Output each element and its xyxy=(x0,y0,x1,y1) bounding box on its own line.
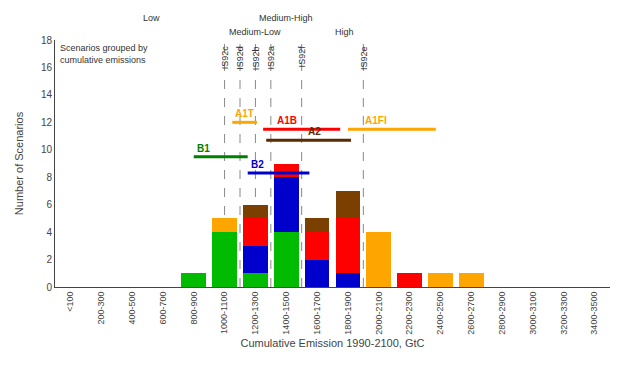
svg-text:IS92a: IS92a xyxy=(266,46,276,70)
svg-text:12: 12 xyxy=(41,117,53,128)
svg-text:A1FI: A1FI xyxy=(365,115,387,126)
svg-text:Cumulative Emission 1990-2100,: Cumulative Emission 1990-2100, GtC xyxy=(240,337,424,349)
svg-text:IS92b: IS92b xyxy=(251,47,261,71)
svg-text:1000-1100: 1000-1100 xyxy=(220,292,230,334)
svg-text:3400-3500: 3400-3500 xyxy=(590,292,600,335)
svg-text:Scenarios grouped bycumulative: Scenarios grouped bycumulative emissions xyxy=(60,43,148,65)
svg-text:1400-1500: 1400-1500 xyxy=(281,292,291,335)
svg-text:Number of Scenarios: Number of Scenarios xyxy=(13,111,25,215)
svg-text:Medium-High: Medium-High xyxy=(259,13,313,23)
svg-text:IS92f: IS92f xyxy=(297,46,307,68)
svg-text:Medium-Low: Medium-Low xyxy=(229,27,281,37)
svg-text:2000-2100: 2000-2100 xyxy=(374,292,384,335)
svg-text:3000-3100: 3000-3100 xyxy=(528,292,538,335)
svg-text:2800-2900: 2800-2900 xyxy=(497,292,507,335)
svg-text:IS92c: IS92c xyxy=(220,46,230,70)
svg-text:1200-1300: 1200-1300 xyxy=(250,292,260,335)
svg-text:200-300: 200-300 xyxy=(96,292,106,325)
svg-text:High: High xyxy=(335,27,354,37)
svg-text:6: 6 xyxy=(46,199,52,210)
svg-text:IS92d: IS92d xyxy=(235,46,245,70)
svg-text:14: 14 xyxy=(41,89,53,100)
svg-text:8: 8 xyxy=(46,172,52,183)
svg-text:2: 2 xyxy=(46,254,52,265)
svg-text:0: 0 xyxy=(46,282,52,293)
svg-text:1600-1700: 1600-1700 xyxy=(312,292,322,335)
svg-text:A2: A2 xyxy=(308,126,321,137)
svg-text:600-700: 600-700 xyxy=(158,292,168,325)
svg-text:4: 4 xyxy=(46,227,52,238)
svg-text:800-900: 800-900 xyxy=(189,292,199,325)
svg-text:B2: B2 xyxy=(251,159,264,170)
svg-text:1800-1900: 1800-1900 xyxy=(343,292,353,335)
svg-text:A1T: A1T xyxy=(235,108,254,119)
svg-text:16: 16 xyxy=(41,62,53,73)
svg-text:2400-2500: 2400-2500 xyxy=(435,292,445,335)
svg-text:B1: B1 xyxy=(197,143,210,154)
svg-text:IS92e: IS92e xyxy=(359,47,369,71)
svg-text:2200-2300: 2200-2300 xyxy=(405,292,415,335)
svg-text:2600-2700: 2600-2700 xyxy=(466,292,476,335)
svg-text:Low: Low xyxy=(143,13,160,23)
svg-text:18: 18 xyxy=(41,35,53,46)
svg-text:10: 10 xyxy=(41,144,53,155)
svg-text:A1B: A1B xyxy=(277,115,297,126)
svg-text:3200-3300: 3200-3300 xyxy=(559,292,569,335)
svg-text:400-500: 400-500 xyxy=(127,292,137,325)
svg-text:<100: <100 xyxy=(65,292,75,312)
